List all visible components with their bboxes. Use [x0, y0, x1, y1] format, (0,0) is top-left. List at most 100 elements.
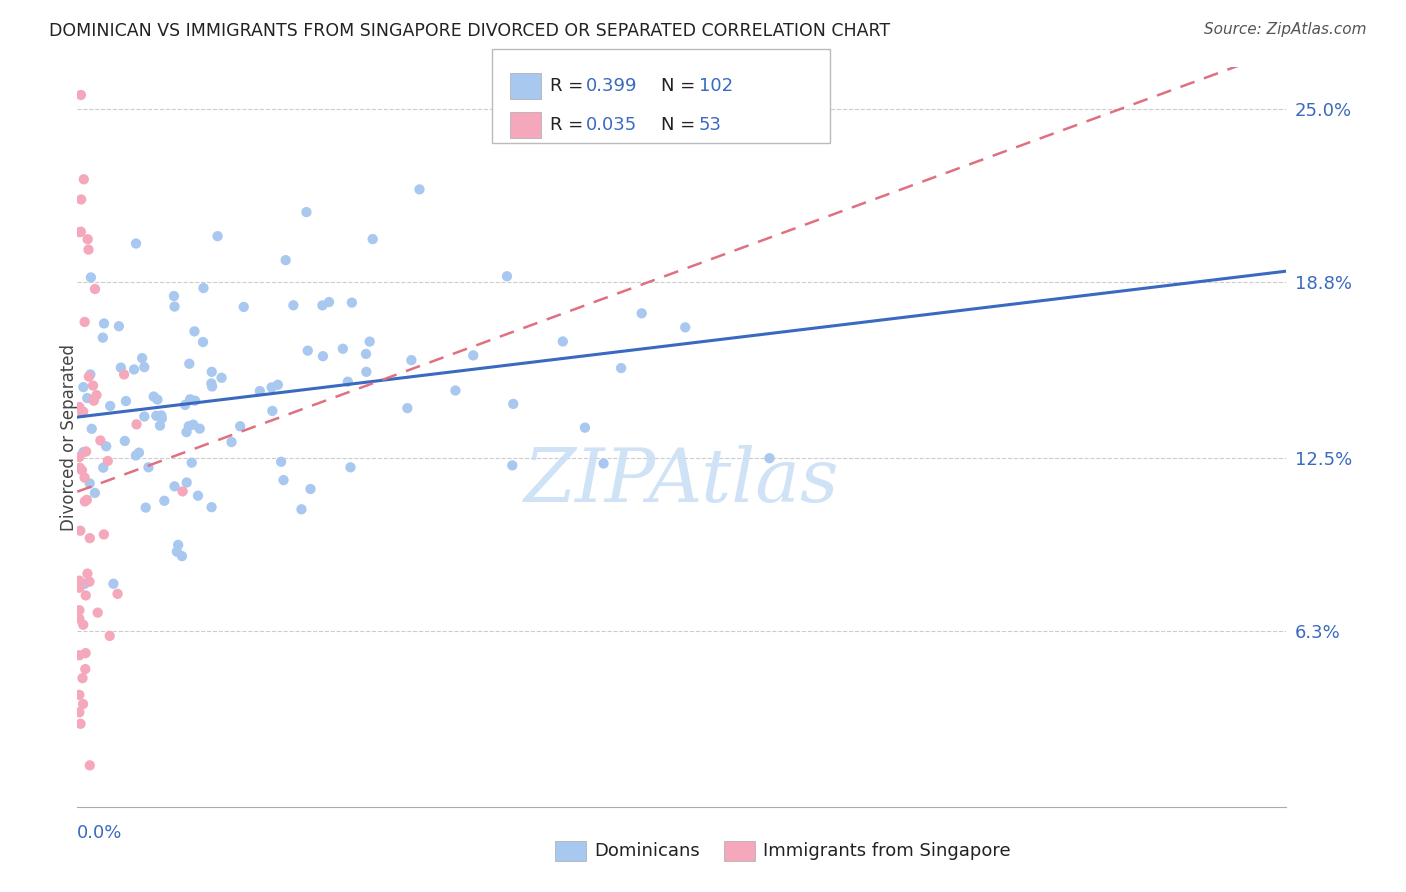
Point — [166, 544, 188, 558]
Point — [249, 384, 271, 398]
Point — [176, 425, 198, 439]
Point — [70, 193, 93, 207]
Point — [502, 397, 524, 411]
Point — [83, 486, 105, 500]
Point — [359, 334, 381, 349]
Point — [67, 688, 90, 702]
Point — [73, 470, 96, 484]
Point — [262, 404, 284, 418]
Point — [356, 365, 378, 379]
Point — [76, 232, 98, 246]
Point — [179, 357, 201, 371]
Point — [108, 319, 131, 334]
Point — [179, 392, 201, 407]
Point — [96, 439, 118, 453]
Point — [361, 232, 384, 246]
Point — [98, 399, 121, 413]
Point — [72, 445, 94, 459]
Point — [191, 334, 214, 349]
Point — [401, 353, 423, 368]
Point — [174, 398, 197, 412]
Point — [184, 393, 207, 408]
Point — [114, 434, 136, 448]
Point — [75, 646, 97, 660]
Point — [444, 384, 467, 398]
Point — [551, 334, 574, 349]
Point — [80, 270, 103, 285]
Point — [201, 379, 224, 393]
Point — [72, 406, 94, 420]
Point — [79, 574, 101, 589]
Point — [72, 380, 94, 394]
Point — [574, 420, 596, 434]
Point — [149, 418, 172, 433]
Point — [232, 300, 254, 314]
Point — [80, 422, 103, 436]
Text: R =: R = — [550, 77, 589, 95]
Point — [67, 400, 90, 414]
Point — [93, 527, 115, 541]
Point — [69, 716, 91, 731]
Point — [131, 351, 153, 365]
Point — [125, 417, 148, 432]
Point — [145, 409, 167, 423]
Point — [312, 349, 335, 363]
Point — [69, 225, 91, 239]
Y-axis label: Divorced or Separated: Divorced or Separated — [60, 343, 77, 531]
Point — [610, 361, 633, 376]
Text: Source: ZipAtlas.com: Source: ZipAtlas.com — [1204, 22, 1367, 37]
Point — [91, 330, 114, 344]
Point — [76, 391, 98, 405]
Point — [70, 463, 93, 477]
Text: ZIPAtlas: ZIPAtlas — [524, 445, 839, 517]
Point — [153, 493, 176, 508]
Point — [207, 229, 229, 244]
Point — [229, 419, 252, 434]
Point — [73, 315, 96, 329]
Point — [69, 524, 91, 538]
Point — [135, 500, 157, 515]
Point — [87, 606, 110, 620]
Point — [142, 390, 165, 404]
Point — [75, 589, 97, 603]
Point — [630, 306, 652, 320]
Point — [69, 460, 91, 475]
Point — [93, 317, 115, 331]
Point — [318, 295, 340, 310]
Point — [79, 758, 101, 772]
Point — [72, 671, 94, 685]
Text: 0.399: 0.399 — [586, 77, 638, 95]
Point — [501, 458, 523, 473]
Point — [97, 454, 120, 468]
Point — [86, 388, 108, 402]
Point — [354, 347, 377, 361]
Point — [77, 369, 100, 384]
Point — [89, 434, 111, 448]
Point — [91, 460, 114, 475]
Point — [177, 419, 200, 434]
Point — [115, 394, 138, 409]
Point — [98, 629, 121, 643]
Text: 53: 53 — [699, 116, 721, 134]
Point — [201, 365, 224, 379]
Point — [340, 295, 363, 310]
Text: Dominicans: Dominicans — [595, 842, 700, 860]
Point — [75, 662, 97, 676]
Point — [211, 371, 233, 385]
Point — [107, 587, 129, 601]
Point — [172, 484, 194, 499]
Point — [592, 457, 614, 471]
Point — [673, 320, 696, 334]
Point — [273, 473, 295, 487]
Point — [270, 455, 292, 469]
Point — [125, 449, 148, 463]
Point — [67, 706, 90, 720]
Text: DOMINICAN VS IMMIGRANTS FROM SINGAPORE DIVORCED OR SEPARATED CORRELATION CHART: DOMINICAN VS IMMIGRANTS FROM SINGAPORE D… — [49, 22, 890, 40]
Point — [339, 460, 361, 475]
Point — [290, 502, 312, 516]
Point — [181, 417, 204, 432]
Point — [180, 456, 202, 470]
Point — [69, 225, 91, 239]
Point — [200, 376, 222, 391]
Point — [311, 298, 333, 312]
